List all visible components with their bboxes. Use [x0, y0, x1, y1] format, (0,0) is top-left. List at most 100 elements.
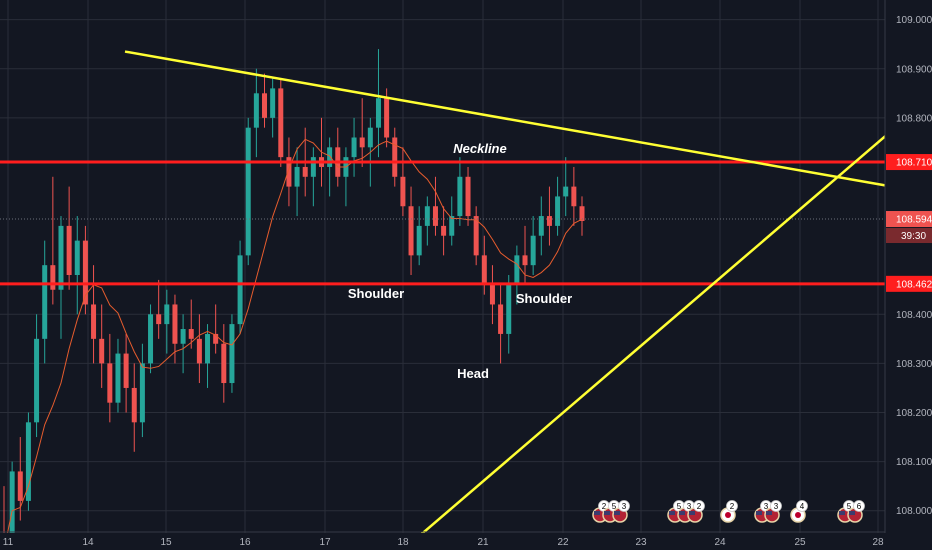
candle-body	[131, 387, 137, 423]
candle	[473, 206, 479, 266]
candle-body	[351, 137, 357, 158]
candle	[498, 284, 504, 364]
event-count-label: 2	[730, 502, 735, 511]
time-tick-label: 18	[397, 537, 409, 548]
candle-body	[579, 206, 585, 221]
candle	[237, 240, 243, 334]
neckline-price-label: 108.710	[896, 158, 932, 169]
candle-body	[99, 338, 105, 364]
candle	[221, 324, 227, 403]
candle-body	[262, 93, 268, 118]
candle-body	[489, 284, 495, 305]
countdown-tag	[886, 228, 932, 244]
neckline-price-tag	[886, 154, 932, 171]
event-count-label: 6	[857, 502, 862, 511]
candle	[164, 289, 170, 354]
candle	[270, 78, 276, 138]
candle-body	[172, 304, 178, 344]
candle-body	[253, 93, 259, 128]
candle	[229, 314, 235, 393]
candle	[148, 304, 154, 374]
flag-canton	[689, 511, 695, 515]
horizontal-levels	[0, 160, 885, 286]
candle-body	[213, 333, 219, 344]
price-axis: 109.000 108.900 108.800 108.400 108.300 108.2…	[884, 0, 932, 550]
event-count-badge	[770, 500, 782, 512]
candle-body	[294, 166, 300, 187]
candle-body	[139, 363, 145, 423]
time-tick-label: 25	[794, 537, 806, 548]
time-tick-label: 11	[3, 537, 14, 548]
price-tick-label: 108.900	[896, 64, 932, 75]
candle-body	[473, 216, 479, 256]
candle-body	[498, 304, 504, 334]
upper-trendline	[124, 50, 889, 188]
candle-body	[237, 255, 243, 325]
candle-body	[514, 255, 520, 285]
candle	[91, 265, 97, 364]
candle-body	[530, 235, 536, 266]
countdown-label: 39:30	[901, 231, 926, 242]
right-shoulder-label: Shoulder	[516, 291, 572, 306]
candle	[555, 176, 561, 236]
current-price-label: 108.594	[896, 215, 932, 226]
candle-body	[115, 353, 121, 403]
candle-body	[180, 329, 186, 344]
candle	[139, 343, 145, 438]
candle	[392, 127, 398, 187]
flag-canton	[679, 511, 685, 515]
lower-trendline	[402, 132, 889, 550]
candle	[278, 78, 284, 167]
candle	[286, 137, 292, 207]
candle	[432, 176, 438, 236]
time-tick-label: 16	[239, 537, 251, 548]
candle-body	[465, 176, 471, 217]
time-tick-label: 15	[160, 537, 172, 548]
candle	[196, 314, 202, 384]
flag-canton	[614, 511, 620, 515]
candle	[131, 363, 137, 452]
event-count-label: 2	[602, 502, 607, 511]
candle-body	[66, 225, 72, 275]
event-count-badge	[853, 500, 865, 512]
time-tick-label: 17	[319, 537, 331, 548]
candle-body	[270, 88, 276, 118]
candle	[457, 157, 463, 226]
candle	[99, 304, 105, 388]
candle	[506, 275, 512, 354]
event-count-label: 5	[847, 502, 852, 511]
head-label: Head	[457, 366, 489, 381]
candle-body	[441, 225, 447, 236]
time-tick-label: 22	[557, 537, 569, 548]
trendlines	[124, 50, 889, 550]
flag-canton	[839, 511, 845, 515]
annotations: Neckline Shoulder Head Shoulder	[348, 141, 572, 381]
neckline-label: Neckline	[453, 141, 506, 156]
moving-average	[3, 138, 583, 550]
candle-body	[196, 338, 202, 364]
candle-body	[400, 176, 406, 207]
candle	[25, 412, 31, 511]
time-tick-label: 14	[82, 537, 94, 548]
candle	[245, 117, 251, 266]
event-count-label: 2	[697, 502, 702, 511]
flag-canton	[669, 511, 675, 515]
candle	[205, 324, 211, 388]
candle	[180, 314, 186, 374]
candle	[115, 338, 121, 413]
candle-body	[221, 343, 227, 384]
event-group-3: 2	[720, 500, 738, 523]
candle	[107, 333, 113, 423]
candle	[408, 186, 414, 275]
flag-canton	[604, 511, 610, 515]
candle	[359, 98, 365, 167]
candle-body	[481, 255, 487, 285]
price-tick-label: 108.000	[896, 506, 932, 517]
candle	[571, 166, 577, 226]
candle	[82, 225, 88, 315]
candle-body	[555, 196, 561, 226]
